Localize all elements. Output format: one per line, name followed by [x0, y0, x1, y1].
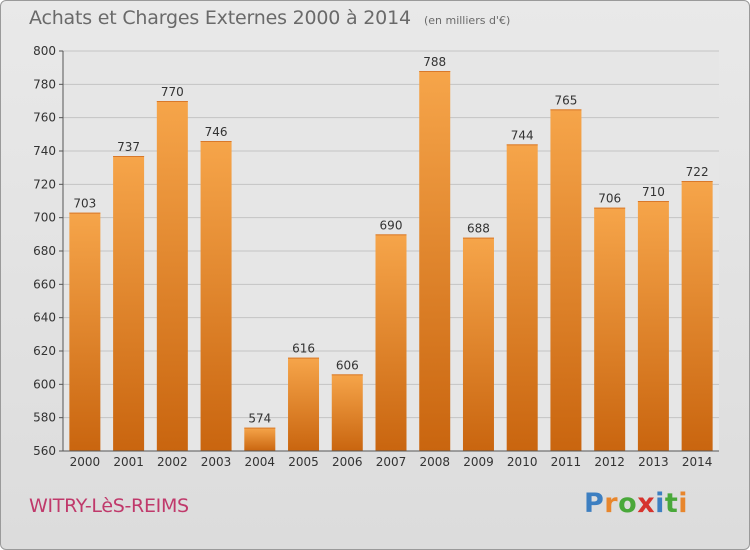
title-row: Achats et Charges Externes 2000 à 2014 (… [29, 7, 510, 29]
y-tick-label: 780 [33, 77, 56, 91]
data-label: 737 [117, 140, 140, 154]
data-label: 744 [511, 128, 534, 142]
x-tick-label: 2005 [288, 455, 319, 469]
bar [69, 212, 101, 451]
x-tick-label: 2000 [70, 455, 101, 469]
data-label: 703 [73, 197, 96, 211]
chart-title: Achats et Charges Externes 2000 à 2014 [29, 7, 411, 29]
bar [462, 237, 494, 451]
bars: 703 737 770 746 574 616 606 690 788 688 744 765 706 7… [69, 55, 713, 452]
bar [288, 357, 320, 451]
bar [550, 109, 582, 451]
bar [419, 71, 451, 451]
data-label: 616 [292, 342, 315, 356]
commune-name: WITRY-LèS-REIMS [29, 495, 189, 517]
data-label: 722 [686, 165, 709, 179]
x-tick-label: 2006 [332, 455, 363, 469]
data-label: 690 [380, 218, 403, 232]
data-label: 574 [248, 412, 271, 426]
data-label: 770 [161, 85, 184, 99]
y-tick-label: 560 [33, 444, 56, 458]
logo-letter: i [655, 488, 665, 519]
x-tick-label: 2010 [507, 455, 538, 469]
y-tick-label: 700 [33, 211, 56, 225]
y-tick-label: 800 [33, 44, 56, 58]
x-tick-label: 2004 [245, 455, 276, 469]
y-tick-label: 760 [33, 111, 56, 125]
x-tick-label: 2011 [551, 455, 582, 469]
y-tick-label: 740 [33, 144, 56, 158]
y-tick-label: 720 [33, 177, 56, 191]
x-tick-label: 2008 [419, 455, 450, 469]
x-tick-label: 2013 [638, 455, 669, 469]
axes: 560 580 600 620 640 660 680 700 720 740 760 780 800 2… [33, 44, 719, 469]
bar [331, 374, 363, 451]
logo-letter: o [618, 488, 638, 519]
bar [375, 234, 407, 451]
data-label: 710 [642, 185, 665, 199]
logo-letter: x [637, 488, 656, 519]
bar [506, 144, 538, 452]
chart-unit: (en milliers d'€) [423, 14, 511, 27]
bar-chart: 703 737 770 746 574 616 606 690 788 688 744 765 706 7… [33, 44, 719, 469]
y-tick-label: 680 [33, 244, 56, 258]
bar [594, 207, 626, 451]
bar [637, 201, 669, 451]
x-tick-label: 2009 [463, 455, 494, 469]
y-tick-label: 640 [33, 311, 56, 325]
bar [244, 427, 276, 451]
data-label: 688 [467, 222, 490, 236]
y-tick-label: 580 [33, 411, 56, 425]
y-tick-label: 600 [33, 377, 56, 391]
y-tick-label: 620 [33, 344, 56, 358]
logo-letter: r [604, 488, 619, 519]
bar [113, 156, 145, 451]
data-label: 788 [423, 55, 446, 69]
data-label: 765 [554, 93, 577, 107]
y-tick-label: 660 [33, 277, 56, 291]
bar [156, 101, 188, 451]
x-tick-label: 2012 [594, 455, 625, 469]
x-tick-label: 2002 [157, 455, 188, 469]
x-tick-label: 2003 [201, 455, 232, 469]
logo-letter: i [678, 488, 689, 519]
x-tick-label: 2007 [376, 455, 407, 469]
data-label: 606 [336, 358, 359, 372]
bar [681, 181, 713, 451]
proxiti-logo: Proxiti [584, 488, 688, 519]
logo-letter: P [584, 488, 605, 519]
x-tick-label: 2014 [682, 455, 713, 469]
bar [200, 141, 232, 451]
x-tick-label: 2001 [113, 455, 144, 469]
data-label: 746 [205, 125, 228, 139]
logo-letter: t [664, 488, 679, 519]
data-label: 706 [598, 192, 621, 206]
